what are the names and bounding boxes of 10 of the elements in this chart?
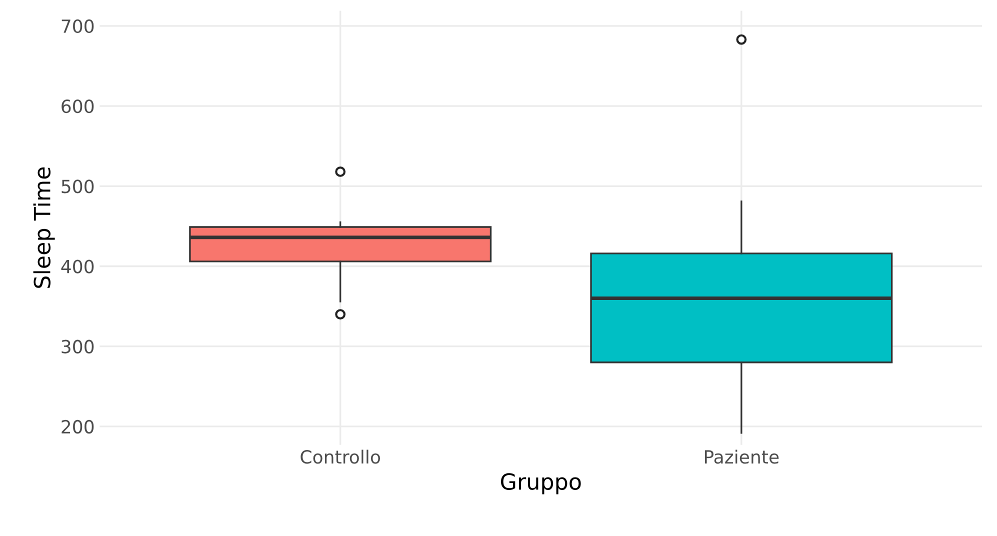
y-tick-label: 700: [62, 19, 94, 34]
y-tick-label: 200: [62, 420, 94, 434]
x-axis-title: Gruppo: [500, 473, 581, 494]
x-tick-label: Paziente: [704, 450, 779, 464]
y-tick-label: 300: [62, 340, 94, 354]
x-tick-label: Controllo: [300, 450, 380, 464]
y-tick-label: 400: [61, 260, 94, 274]
y-tick-label: 600: [62, 100, 94, 114]
y-tick-label: 500: [62, 180, 94, 194]
y-axis-title: Sleep Time: [33, 167, 55, 288]
